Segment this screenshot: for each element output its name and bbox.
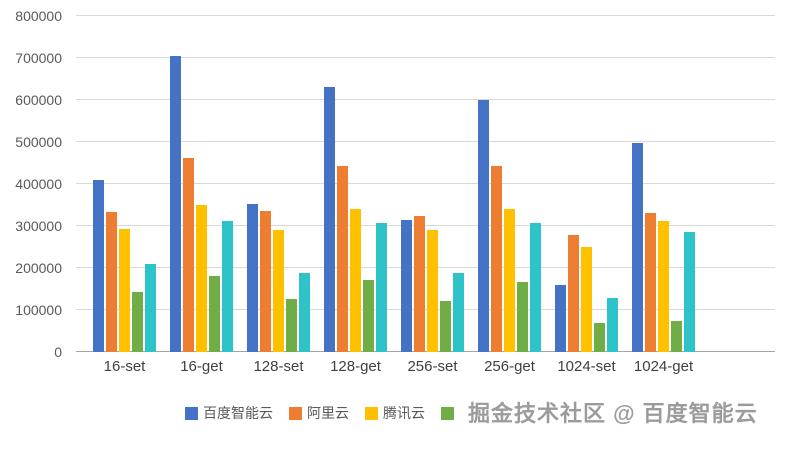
x-tick-label: 1024-set bbox=[557, 358, 616, 375]
y-tick-label: 300000 bbox=[15, 218, 62, 234]
bar-256-set-series4 bbox=[453, 272, 464, 352]
legend-swatch bbox=[185, 406, 198, 420]
legend-item-1: 阿里云 bbox=[289, 403, 349, 423]
bar-16-get-series0 bbox=[170, 55, 181, 352]
bar-128-set-series4 bbox=[299, 272, 310, 352]
bar-128-get-series3 bbox=[363, 279, 374, 352]
bar-16-get-series1 bbox=[183, 157, 194, 352]
bar-16-set-series0 bbox=[93, 179, 104, 352]
bar-16-get-series4 bbox=[222, 220, 233, 352]
legend-item-3 bbox=[441, 406, 459, 420]
legend-label: 腾讯云 bbox=[383, 405, 425, 421]
bar-group-128-set bbox=[240, 16, 317, 352]
bar-128-set-series3 bbox=[286, 298, 297, 352]
bar-group-128-get bbox=[317, 16, 394, 352]
bar-256-set-series3 bbox=[440, 301, 451, 352]
bar-16-set-series2 bbox=[119, 229, 130, 352]
watermark: 掘金技术社区 @ 百度智能云 bbox=[468, 401, 758, 426]
bar-group-1024-set bbox=[548, 16, 625, 352]
bar-256-get-series1 bbox=[491, 165, 502, 352]
bar-256-get-series2 bbox=[504, 208, 515, 352]
x-tick-label: 16-set bbox=[103, 358, 146, 375]
bar-1024-set-series4 bbox=[607, 298, 618, 352]
plot-area bbox=[76, 15, 775, 352]
bar-1024-set-series2 bbox=[581, 247, 592, 352]
bar-group-16-set bbox=[86, 16, 163, 352]
y-tick-label: 0 bbox=[54, 344, 62, 360]
bar-group-256-set bbox=[394, 16, 471, 352]
y-tick-label: 100000 bbox=[15, 302, 62, 318]
bar-256-set-series1 bbox=[414, 215, 425, 352]
bar-1024-get-series0 bbox=[632, 143, 643, 352]
x-tick-label: 16-get bbox=[180, 358, 223, 375]
bar-128-get-series2 bbox=[350, 209, 361, 352]
bar-group-256-get bbox=[471, 16, 548, 352]
bar-1024-get-series2 bbox=[658, 220, 669, 352]
y-tick-label: 500000 bbox=[15, 134, 62, 150]
bar-256-get-series3 bbox=[517, 282, 528, 352]
gridline bbox=[76, 15, 775, 16]
bar-16-set-series3 bbox=[132, 291, 143, 352]
gridline bbox=[76, 99, 775, 100]
x-tick-label: 256-get bbox=[484, 358, 535, 375]
x-tick-label: 128-set bbox=[253, 358, 304, 375]
legend-swatch bbox=[441, 406, 454, 420]
x-tick-label: 128-get bbox=[330, 358, 381, 375]
bar-1024-get-series1 bbox=[645, 212, 656, 352]
bar-128-set-series2 bbox=[273, 230, 284, 352]
gridline bbox=[76, 351, 775, 352]
bar-16-get-series3 bbox=[209, 276, 220, 352]
bar-1024-set-series1 bbox=[568, 235, 579, 352]
bar-1024-get-series4 bbox=[684, 232, 695, 352]
gridline bbox=[76, 267, 775, 268]
x-axis: 16-set 16-get 128-set 128-get 256-set 256-get… bbox=[86, 358, 702, 375]
gridline bbox=[76, 225, 775, 226]
bar-128-get-series0 bbox=[324, 87, 335, 352]
gridline bbox=[76, 141, 775, 142]
bar-128-get-series4 bbox=[376, 223, 387, 352]
gridline bbox=[76, 57, 775, 58]
legend-swatch bbox=[365, 406, 378, 420]
bar-256-get-series4 bbox=[530, 223, 541, 352]
legend-item-0: 百度智能云 bbox=[185, 403, 273, 423]
bar-128-set-series1 bbox=[260, 211, 271, 352]
gridline bbox=[76, 183, 775, 184]
legend-label: 百度智能云 bbox=[203, 405, 273, 421]
y-tick-label: 200000 bbox=[15, 260, 62, 276]
bar-group-1024-get bbox=[625, 16, 702, 352]
bar-256-set-series0 bbox=[401, 219, 412, 352]
bar-groups bbox=[86, 16, 702, 352]
legend-item-2: 腾讯云 bbox=[365, 403, 425, 423]
bar-128-get-series1 bbox=[337, 165, 348, 352]
bar-16-set-series4 bbox=[145, 264, 156, 352]
y-axis: 0 100000 200000 300000 400000 500000 600000 700… bbox=[0, 8, 70, 360]
bar-16-set-series1 bbox=[106, 212, 117, 352]
bar-1024-set-series0 bbox=[555, 284, 566, 352]
bar-128-set-series0 bbox=[247, 203, 258, 352]
bar-1024-get-series3 bbox=[671, 320, 682, 352]
y-tick-label: 800000 bbox=[15, 8, 62, 24]
bar-1024-set-series3 bbox=[594, 322, 605, 352]
gridline bbox=[76, 309, 775, 310]
legend-swatch bbox=[289, 406, 302, 420]
gridlines bbox=[76, 15, 775, 352]
y-tick-label: 400000 bbox=[15, 176, 62, 192]
bar-256-get-series0 bbox=[478, 100, 489, 352]
bar-256-set-series2 bbox=[427, 229, 438, 352]
y-tick-label: 600000 bbox=[15, 92, 62, 108]
x-tick-label: 256-set bbox=[407, 358, 458, 375]
bar-16-get-series2 bbox=[196, 205, 207, 352]
x-tick-label: 1024-get bbox=[633, 358, 694, 375]
y-tick-label: 700000 bbox=[15, 50, 62, 66]
legend-label: 阿里云 bbox=[307, 405, 349, 421]
bar-group-16-get bbox=[163, 16, 240, 352]
legend: 百度智能云 阿里云 腾讯云 bbox=[185, 403, 459, 423]
